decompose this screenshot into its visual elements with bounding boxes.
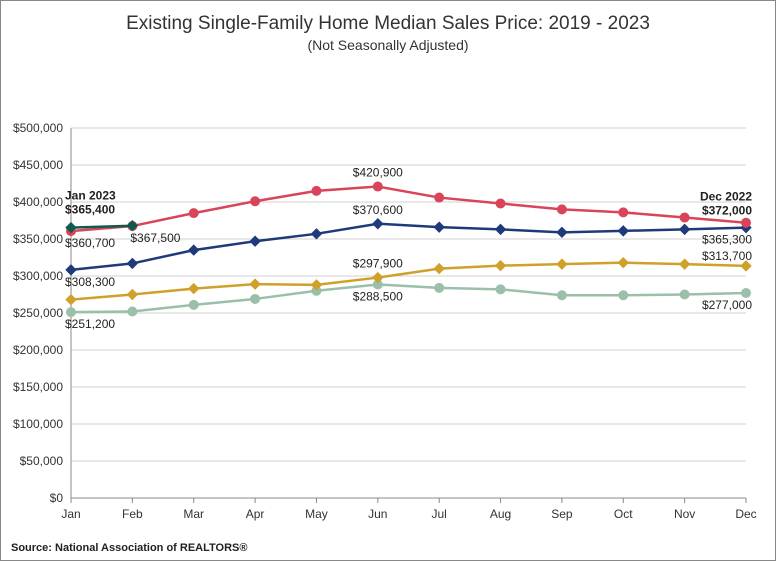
data-label: $308,300 [65, 275, 115, 289]
y-tick-label: $450,000 [13, 158, 63, 172]
data-marker [189, 284, 199, 294]
data-marker [557, 205, 566, 214]
y-tick-label: $500,000 [13, 121, 63, 135]
series-line-2019 [71, 285, 746, 313]
data-marker [618, 258, 628, 268]
data-marker [189, 300, 198, 309]
y-tick-label: $100,000 [13, 417, 63, 431]
data-marker [680, 224, 690, 234]
x-tick-label: Dec [735, 507, 756, 521]
data-marker [496, 285, 505, 294]
data-marker [434, 222, 444, 232]
data-label: $297,900 [353, 257, 403, 271]
data-marker [619, 208, 628, 217]
data-marker [373, 219, 383, 229]
data-marker [680, 290, 689, 299]
data-marker [496, 261, 506, 271]
data-label: $367,500 [130, 231, 180, 245]
x-tick-label: Feb [122, 507, 143, 521]
data-marker [66, 265, 76, 275]
y-tick-label: $300,000 [13, 269, 63, 283]
data-marker [435, 193, 444, 202]
data-label: $365,400 [65, 203, 115, 217]
x-tick-label: Apr [246, 507, 265, 521]
data-marker [619, 291, 628, 300]
data-marker [67, 308, 76, 317]
data-label: $288,500 [353, 290, 403, 304]
data-marker [435, 283, 444, 292]
data-label: $372,000 [702, 204, 752, 218]
x-tick-label: Aug [490, 507, 511, 521]
data-marker [373, 182, 382, 191]
data-label: $420,900 [353, 166, 403, 180]
data-marker [127, 258, 137, 268]
data-marker [312, 186, 321, 195]
y-tick-label: $250,000 [13, 306, 63, 320]
x-tick-label: Jan [61, 507, 80, 521]
data-label: $251,200 [65, 317, 115, 331]
data-marker [250, 279, 260, 289]
data-marker [557, 227, 567, 237]
chart-svg: $0 $50,000 $100,000 $150,000 $200,000 $250,00… [1, 53, 776, 538]
data-marker [189, 209, 198, 218]
data-marker [434, 264, 444, 274]
x-tick-label: Nov [674, 507, 695, 521]
data-marker [189, 245, 199, 255]
y-tick-label: $350,000 [13, 232, 63, 246]
data-label: $365,300 [702, 233, 752, 247]
data-marker [557, 291, 566, 300]
data-marker [128, 307, 137, 316]
data-label: $360,700 [65, 236, 115, 250]
y-tick-label: $50,000 [20, 454, 64, 468]
data-marker [250, 236, 260, 246]
data-marker [66, 295, 76, 305]
chart-title: Existing Single-Family Home Median Sales… [1, 13, 775, 35]
data-marker [311, 229, 321, 239]
y-tick-label: $150,000 [13, 380, 63, 394]
data-marker [680, 213, 689, 222]
data-label: Dec 2022 [700, 190, 752, 204]
data-marker [742, 289, 751, 298]
x-tick-label: Mar [183, 507, 204, 521]
chart-container: Existing Single-Family Home Median Sales… [0, 0, 776, 561]
data-marker [742, 218, 751, 227]
y-tick-label: $400,000 [13, 195, 63, 209]
data-marker [557, 259, 567, 269]
data-marker [680, 259, 690, 269]
data-label: $277,000 [702, 298, 752, 312]
data-marker [127, 290, 137, 300]
source-text: Source: National Association of REALTORS… [11, 542, 247, 554]
data-marker [496, 224, 506, 234]
chart-subtitle: (Not Seasonally Adjusted) [1, 37, 775, 53]
data-label: $370,600 [353, 203, 403, 217]
x-tick-label: Jun [368, 507, 387, 521]
data-marker [251, 197, 260, 206]
y-tick-label: $0 [50, 491, 64, 505]
data-label: Jan 2023 [65, 189, 116, 203]
y-tick-label: $200,000 [13, 343, 63, 357]
x-tick-label: Jul [432, 507, 447, 521]
x-tick-label: Sep [551, 507, 573, 521]
data-marker [618, 226, 628, 236]
x-tick-label: Oct [614, 507, 633, 521]
x-tick-label: May [305, 507, 328, 521]
data-marker [251, 294, 260, 303]
data-marker [496, 199, 505, 208]
data-label: $313,700 [702, 249, 752, 263]
